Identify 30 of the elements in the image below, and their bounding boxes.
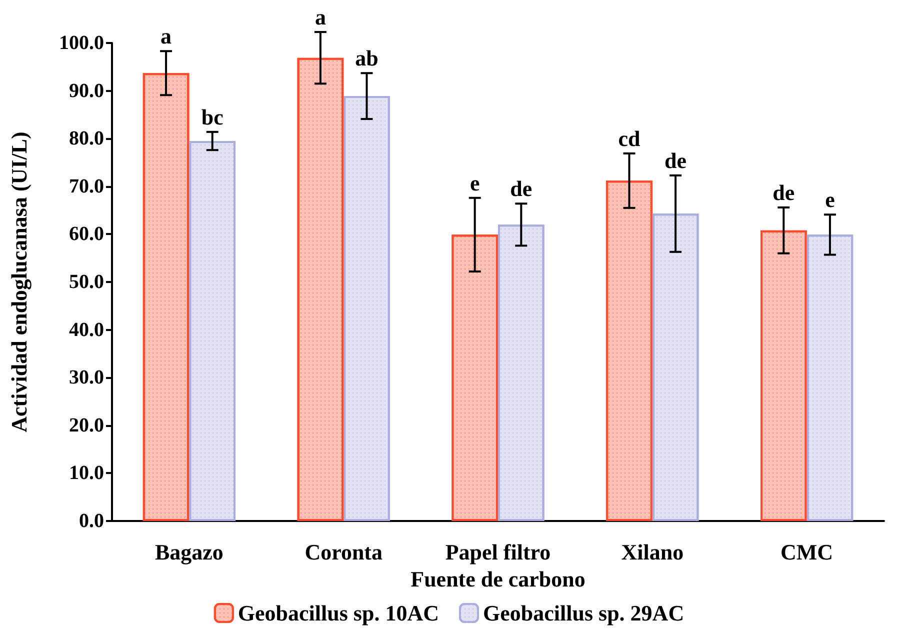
x-axis-title: Fuente de carbono [410,566,586,592]
y-tick-label: 30.0 [69,366,104,389]
y-tick-label: 80.0 [69,128,104,150]
legend-label: Geobacillus sp. 10AC [238,600,440,626]
y-tick-label: 0.0 [79,510,104,532]
y-tick-label: 100.0 [59,32,104,54]
text: a [314,4,326,30]
x-tick-label: Papel filtro [445,540,551,564]
annotation: a [160,24,172,49]
y-tick-label: 70.0 [69,175,104,198]
x-tick-label: CMC [780,540,834,564]
y-tick-label: 40.0 [69,318,104,341]
annotation: ab [355,46,378,71]
annotation: e [470,170,480,196]
annotation: de [510,176,532,202]
annotation: de [664,148,687,173]
annotation: de [772,180,795,205]
y-tick-label: 50.0 [69,271,104,293]
annotation: cd [618,126,640,151]
x-tick-label: Bagazo [154,540,224,564]
x-tick-label: Coronta [304,540,383,564]
annotation: e [825,187,836,212]
y-tick-label: 90.0 [69,80,104,102]
y-axis-title: Actividad endoglucanasa (UI/L) [6,132,32,432]
y-tick-label: 60.0 [69,223,104,246]
y-tick-label: 10.0 [69,462,104,484]
legend-label: Geobacillus sp. 29AC [483,600,684,626]
x-tick-label: Xilano [621,540,684,564]
y-tick-label: 20.0 [69,414,104,436]
annotation: bc [201,104,224,130]
